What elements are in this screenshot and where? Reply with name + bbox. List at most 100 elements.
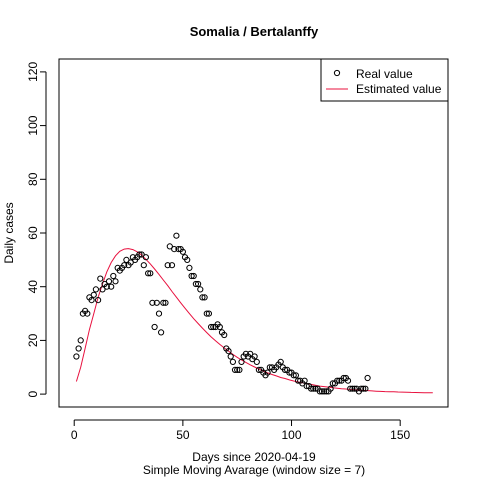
- real-value-point: [112, 278, 119, 285]
- real-value-point: [103, 283, 110, 290]
- legend-point-marker: [333, 69, 341, 77]
- real-value-point: [142, 254, 149, 261]
- legend-box: [320, 58, 449, 102]
- real-value-point: [281, 366, 289, 373]
- real-value-point: [277, 358, 284, 365]
- real-value-point: [347, 385, 354, 392]
- real-value-point: [227, 353, 234, 360]
- real-value-point: [127, 259, 134, 266]
- y-tick-label: 40: [26, 280, 40, 294]
- real-value-point: [208, 323, 215, 331]
- real-value-point: [251, 353, 258, 360]
- real-value-point: [301, 377, 308, 384]
- chart-title: Somalia / Bertalanffy: [190, 24, 319, 39]
- real-value-point: [158, 329, 165, 336]
- real-value-point: [121, 262, 128, 269]
- real-value-point: [210, 323, 217, 331]
- real-value-point: [138, 251, 145, 258]
- real-value-point: [334, 377, 341, 384]
- real-value-point: [362, 385, 369, 392]
- real-value-point: [179, 248, 186, 255]
- real-value-point: [199, 294, 206, 301]
- legend-entry-real: Real value: [356, 67, 413, 81]
- real-value-point: [164, 262, 171, 269]
- real-value-point: [327, 385, 334, 392]
- legend: Real value Estimated value: [320, 58, 449, 102]
- real-value-point: [166, 243, 173, 250]
- real-value-point: [295, 377, 302, 384]
- y-tick-label: 20: [26, 333, 40, 347]
- x-axis-sublabel: Simple Moving Avarage (window size = 7): [143, 463, 365, 477]
- x-tick-label: 150: [390, 428, 410, 442]
- real-value-point: [140, 262, 147, 269]
- real-value-point: [255, 366, 262, 373]
- real-value-point: [108, 283, 115, 290]
- plot-frame: [58, 58, 449, 408]
- estimated-line-group: [75, 248, 433, 394]
- real-value-point: [195, 280, 202, 288]
- real-value-point: [192, 280, 199, 288]
- real-value-point: [303, 383, 310, 390]
- real-value-point: [292, 372, 299, 379]
- real-value-point: [84, 310, 91, 317]
- real-value-point: [308, 385, 315, 392]
- real-value-point: [236, 366, 243, 373]
- real-value-point: [247, 350, 254, 357]
- real-value-point: [97, 275, 104, 282]
- x-tick-label: 100: [282, 428, 302, 442]
- real-value-point: [123, 256, 130, 263]
- real-value-point: [162, 299, 169, 306]
- real-value-point: [229, 358, 236, 365]
- real-value-point: [349, 385, 356, 392]
- y-tick-label: 60: [26, 226, 40, 240]
- real-value-point: [351, 385, 358, 392]
- real-value-point: [95, 297, 102, 304]
- real-value-point: [225, 348, 232, 355]
- real-value-point: [286, 369, 293, 376]
- real-value-point: [253, 358, 260, 365]
- real-value-point: [168, 262, 176, 269]
- real-value-point: [136, 251, 143, 258]
- real-value-point: [221, 331, 228, 339]
- y-tick-label: 120: [26, 62, 40, 82]
- real-value-point: [149, 299, 156, 306]
- real-value-point: [290, 372, 297, 379]
- real-points-group: [73, 232, 371, 395]
- real-value-point: [153, 299, 160, 306]
- y-tick-label: 100: [26, 115, 40, 135]
- x-tick-label: 50: [176, 428, 190, 442]
- real-value-point: [110, 272, 117, 280]
- real-value-point: [364, 374, 371, 382]
- real-value-point: [323, 388, 330, 395]
- real-value-point: [344, 377, 352, 384]
- real-value-point: [173, 232, 180, 239]
- x-axis: 0 50 100 150: [71, 419, 411, 442]
- real-value-point: [90, 291, 97, 298]
- real-value-point: [318, 388, 326, 395]
- real-value-point: [231, 366, 239, 373]
- real-value-point: [203, 310, 210, 317]
- real-value-point: [216, 323, 223, 331]
- real-value-point: [340, 374, 347, 382]
- real-value-point: [329, 380, 336, 387]
- real-value-point: [151, 323, 158, 331]
- real-value-point: [360, 385, 367, 392]
- x-axis-label: Days since 2020-04-19: [192, 450, 316, 464]
- estimated-value-line: [75, 248, 433, 394]
- real-value-point: [105, 278, 113, 285]
- real-value-point: [175, 246, 182, 253]
- real-value-point: [75, 345, 82, 352]
- real-value-point: [171, 246, 178, 253]
- legend-entry-estimated: Estimated value: [356, 82, 442, 96]
- real-value-point: [205, 310, 212, 317]
- y-axis: 0 20 40 60 80 100 120: [26, 62, 47, 397]
- real-value-point: [77, 337, 84, 344]
- real-value-point: [73, 353, 80, 360]
- real-value-point: [188, 272, 195, 280]
- real-value-point: [190, 272, 197, 280]
- real-value-point: [145, 270, 152, 277]
- real-value-point: [234, 366, 241, 373]
- real-value-point: [155, 310, 163, 317]
- real-value-point: [184, 256, 191, 263]
